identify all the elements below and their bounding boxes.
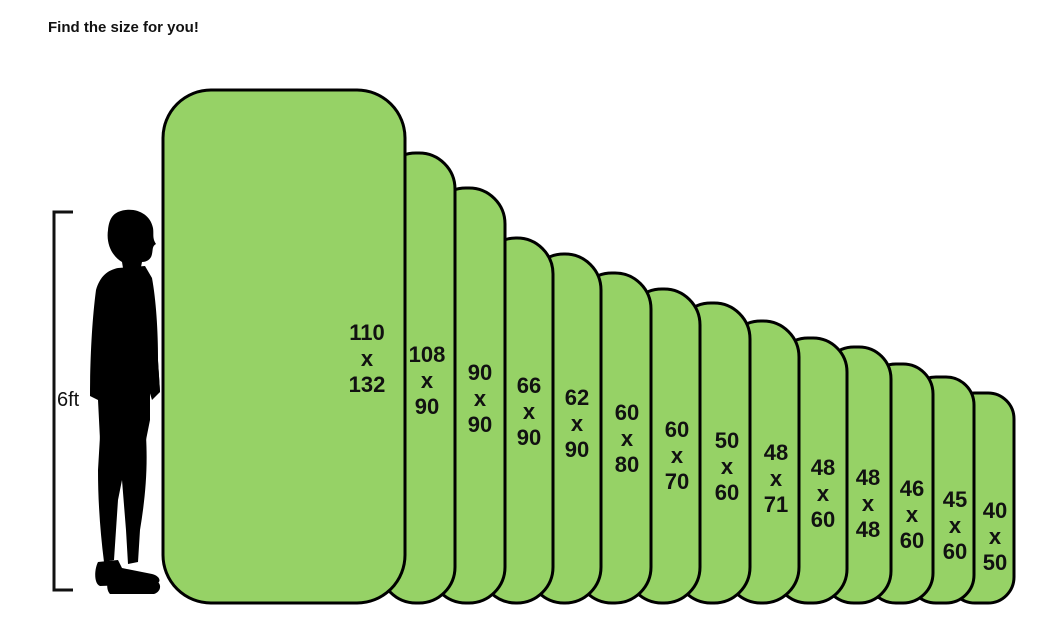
size-width-label: 48	[856, 465, 880, 490]
size-width-label: 40	[983, 498, 1007, 523]
size-width-label: 110	[349, 320, 385, 345]
size-x-label: x	[949, 513, 962, 538]
size-height-label: 90	[517, 425, 541, 450]
size-panel-shape	[161, 88, 407, 605]
size-height-label: 50	[983, 550, 1007, 575]
size-height-label: 60	[811, 507, 835, 532]
size-height-label: 80	[615, 452, 639, 477]
height-label: 6ft	[57, 389, 80, 411]
size-x-label: x	[721, 454, 734, 479]
size-width-label: 46	[900, 476, 924, 501]
size-height-label: 60	[715, 480, 739, 505]
size-x-label: x	[523, 399, 536, 424]
height-bracket	[52, 210, 73, 592]
page-title: Find the size for you!	[48, 19, 199, 36]
size-width-label: 66	[517, 373, 541, 398]
size-width-label: 62	[565, 385, 589, 410]
size-width-label: 108	[409, 342, 446, 367]
size-height-label: 60	[900, 528, 924, 553]
size-width-label: 48	[811, 455, 835, 480]
size-height-label: 90	[565, 437, 589, 462]
size-x-label: x	[571, 411, 584, 436]
size-width-label: 90	[468, 360, 492, 385]
size-width-label: 48	[764, 440, 788, 465]
size-x-label: x	[671, 443, 684, 468]
size-x-label: x	[862, 491, 875, 516]
size-width-label: 50	[715, 428, 739, 453]
size-x-label: x	[474, 386, 487, 411]
size-x-label: x	[421, 368, 434, 393]
person-silhouette-icon	[90, 209, 161, 594]
size-panels: 40x5045x6046x6048x4848x6048x7150x6060x70…	[161, 88, 1016, 605]
size-x-label: x	[817, 481, 830, 506]
size-width-label: 60	[665, 417, 689, 442]
size-height-label: 132	[349, 372, 386, 397]
size-height-label: 90	[468, 412, 492, 437]
size-width-label: 45	[943, 487, 967, 512]
size-height-label: 70	[665, 469, 689, 494]
size-height-label: 48	[856, 517, 880, 542]
size-x-label: x	[989, 524, 1002, 549]
size-height-label: 71	[764, 492, 788, 517]
size-height-label: 60	[943, 539, 967, 564]
size-x-label: x	[906, 502, 919, 527]
size-width-label: 60	[615, 400, 639, 425]
size-x-label: x	[621, 426, 634, 451]
size-x-label: x	[361, 346, 374, 371]
size-height-label: 90	[415, 394, 439, 419]
size-x-label: x	[770, 466, 783, 491]
